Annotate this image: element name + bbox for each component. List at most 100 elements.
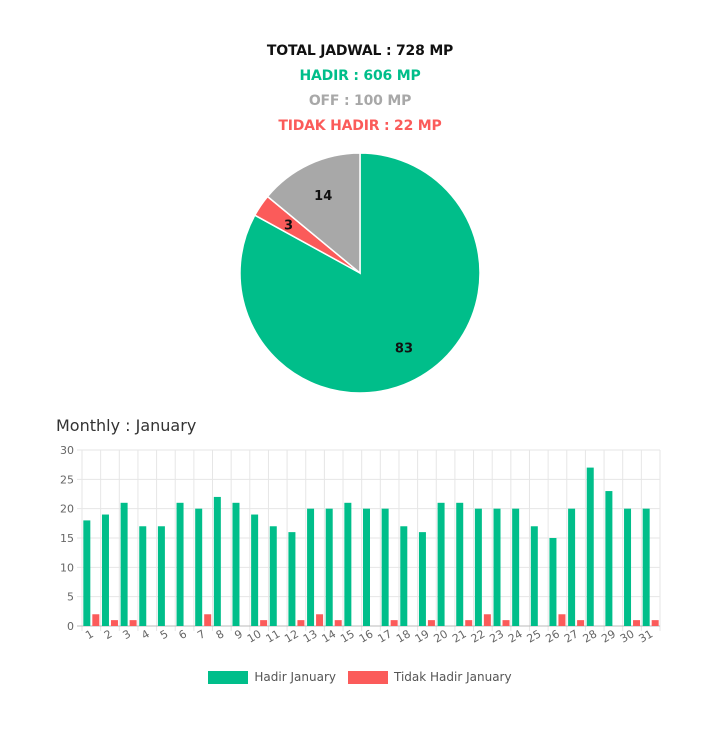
x-tick-label: 13 [301, 627, 320, 645]
x-tick-label: 23 [487, 627, 506, 645]
bar-hadir[interactable] [139, 526, 147, 626]
x-tick-label: 9 [232, 627, 245, 642]
y-tick-label: 10 [60, 561, 74, 574]
bar-hadir[interactable] [213, 496, 221, 626]
x-tick-label: 2 [102, 627, 115, 642]
x-tick-label: 7 [195, 627, 208, 642]
x-tick-label: 5 [158, 627, 171, 642]
bar-tidak-hadir[interactable] [651, 620, 659, 626]
bar-hadir[interactable] [83, 520, 91, 626]
x-tick-label: 18 [394, 627, 413, 645]
bar-hadir[interactable] [549, 538, 557, 626]
bar-hadir[interactable] [586, 467, 594, 626]
bar-hadir[interactable] [624, 508, 632, 626]
x-tick-label: 3 [121, 627, 134, 642]
bar-hadir[interactable] [325, 508, 333, 626]
x-tick-label: 14 [320, 627, 339, 645]
bar-hadir[interactable] [251, 514, 259, 626]
attendance-pie-chart: 83 3 14 [239, 152, 481, 394]
bar-hadir[interactable] [363, 508, 370, 626]
pie-label-tidak-hadir: 3 [284, 218, 293, 233]
bar-tidak-hadir[interactable] [502, 620, 510, 626]
x-tick-label: 16 [357, 627, 376, 645]
bar-tidak-hadir[interactable] [577, 620, 585, 626]
x-tick-label: 8 [214, 627, 227, 642]
x-tick-label: 22 [469, 627, 488, 645]
bar-tidak-hadir[interactable] [204, 614, 212, 626]
pie-label-hadir: 83 [395, 341, 413, 356]
bar-hadir[interactable] [344, 502, 352, 626]
bar-tidak-hadir[interactable] [297, 620, 305, 626]
bar-tidak-hadir[interactable] [390, 620, 398, 626]
bar-hadir[interactable] [307, 508, 315, 626]
y-tick-label: 15 [60, 532, 74, 545]
legend-item-hadir[interactable]: Hadir January [208, 670, 336, 684]
bar-tidak-hadir[interactable] [260, 620, 268, 626]
bar-hadir[interactable] [474, 508, 482, 626]
legend-label-hadir: Hadir January [254, 670, 336, 684]
monthly-chart-title: Monthly : January [56, 416, 197, 435]
x-tick-label: 24 [506, 627, 525, 645]
x-tick-label: 20 [431, 627, 450, 645]
legend-swatch-hadir [208, 670, 249, 684]
x-tick-label: 17 [376, 627, 395, 645]
bar-tidak-hadir[interactable] [558, 614, 566, 626]
y-tick-label: 20 [60, 503, 74, 516]
x-tick-label: 21 [450, 627, 469, 645]
x-tick-label: 27 [562, 627, 581, 645]
x-tick-label: 25 [525, 627, 544, 645]
bar-tidak-hadir[interactable] [334, 620, 342, 626]
bar-hadir[interactable] [288, 532, 296, 626]
x-tick-label: 29 [599, 627, 618, 645]
bar-tidak-hadir[interactable] [483, 614, 491, 626]
bar-hadir[interactable] [568, 508, 576, 626]
bar-hadir[interactable] [120, 502, 128, 626]
bar-hadir[interactable] [157, 526, 165, 626]
x-tick-label: 6 [176, 627, 189, 642]
bar-hadir[interactable] [232, 502, 240, 626]
bar-hadir[interactable] [381, 508, 389, 626]
bar-hadir[interactable] [195, 508, 203, 626]
y-tick-label: 30 [60, 444, 74, 457]
bar-hadir[interactable] [176, 502, 184, 626]
y-tick-label: 25 [60, 473, 74, 486]
bar-tidak-hadir[interactable] [129, 620, 137, 626]
legend-swatch-tidak-hadir [347, 670, 388, 684]
bar-tidak-hadir[interactable] [465, 620, 473, 626]
off-total-label: OFF : 100 MP [308, 93, 412, 109]
bar-tidak-hadir[interactable] [316, 614, 324, 626]
x-tick-label: 1 [83, 627, 96, 642]
bar-chart-legend: Hadir January Tidak Hadir January [0, 670, 720, 684]
bar-tidak-hadir[interactable] [633, 620, 641, 626]
x-tick-label: 11 [264, 627, 283, 645]
y-tick-label: 0 [67, 620, 74, 633]
bar-hadir[interactable] [437, 502, 445, 626]
bar-hadir[interactable] [512, 508, 520, 626]
bar-hadir[interactable] [101, 514, 109, 626]
bar-hadir[interactable] [456, 502, 464, 626]
x-tick-label: 10 [245, 627, 264, 645]
x-tick-label: 19 [413, 627, 432, 645]
x-tick-label: 26 [543, 627, 562, 645]
bar-hadir[interactable] [642, 508, 650, 626]
hadir-total-label: HADIR : 606 MP [299, 68, 421, 84]
bar-hadir[interactable] [269, 526, 277, 626]
bar-hadir[interactable] [493, 508, 501, 626]
pie-slice-off[interactable] [266, 152, 361, 275]
bar-hadir[interactable] [418, 532, 426, 626]
bar-hadir[interactable] [605, 491, 613, 626]
x-tick-label: 15 [338, 627, 357, 645]
tidak-hadir-total-label: TIDAK HADIR : 22 MP [278, 118, 442, 134]
pie-label-off: 14 [314, 189, 332, 204]
bar-tidak-hadir[interactable] [110, 620, 118, 626]
bar-tidak-hadir[interactable] [427, 620, 435, 626]
bar-hadir[interactable] [400, 526, 408, 626]
y-tick-label: 5 [67, 591, 74, 604]
bar-tidak-hadir[interactable] [92, 614, 100, 626]
legend-label-tidak-hadir: Tidak Hadir January [393, 670, 512, 684]
bar-hadir[interactable] [530, 526, 538, 626]
legend-item-tidak-hadir[interactable]: Tidak Hadir January [347, 670, 512, 684]
x-tick-label: 12 [282, 627, 301, 645]
total-jadwal-label: TOTAL JADWAL : 728 MP [266, 43, 454, 59]
